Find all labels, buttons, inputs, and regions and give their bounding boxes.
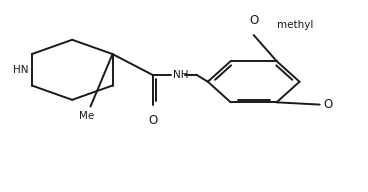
Text: O: O <box>148 114 158 127</box>
Text: O: O <box>323 98 333 111</box>
Text: Me: Me <box>79 111 95 121</box>
Text: O: O <box>249 14 258 27</box>
Text: methyl: methyl <box>277 20 314 30</box>
Text: NH: NH <box>173 70 188 80</box>
Text: HN: HN <box>13 65 28 75</box>
